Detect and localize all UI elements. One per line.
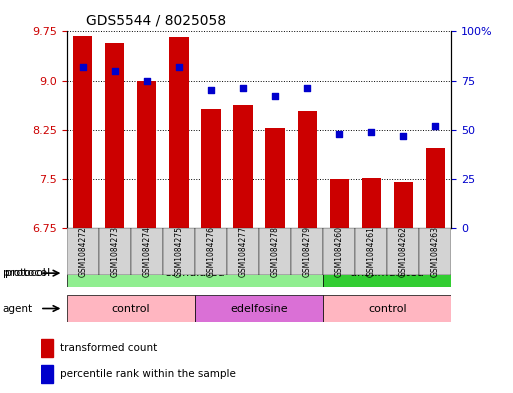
Point <box>367 129 376 135</box>
FancyBboxPatch shape <box>259 228 291 275</box>
FancyBboxPatch shape <box>67 259 323 287</box>
FancyBboxPatch shape <box>67 228 98 275</box>
Text: edelfosine: edelfosine <box>230 303 288 314</box>
Text: GSM1084278: GSM1084278 <box>270 226 280 277</box>
Text: unstimulated: unstimulated <box>350 268 424 278</box>
Text: GSM1084272: GSM1084272 <box>78 226 87 277</box>
FancyBboxPatch shape <box>195 295 323 322</box>
Text: control: control <box>111 303 150 314</box>
Bar <box>393 182 413 228</box>
Text: GSM1084274: GSM1084274 <box>142 226 151 277</box>
Point <box>303 85 311 92</box>
FancyBboxPatch shape <box>163 228 195 275</box>
FancyBboxPatch shape <box>98 228 131 275</box>
Bar <box>73 36 92 228</box>
Point <box>207 87 215 94</box>
Text: GSM1084279: GSM1084279 <box>303 226 312 277</box>
Bar <box>169 37 189 228</box>
Point <box>78 64 87 70</box>
Text: protocol: protocol <box>3 268 45 278</box>
Bar <box>298 111 317 228</box>
FancyBboxPatch shape <box>323 259 451 287</box>
Text: percentile rank within the sample: percentile rank within the sample <box>60 369 235 379</box>
Point <box>111 68 119 74</box>
FancyBboxPatch shape <box>387 228 420 275</box>
Point <box>239 85 247 92</box>
FancyBboxPatch shape <box>323 228 355 275</box>
Text: GSM1084262: GSM1084262 <box>399 226 408 277</box>
FancyBboxPatch shape <box>323 295 451 322</box>
Text: GSM1084273: GSM1084273 <box>110 226 120 277</box>
Point <box>271 93 279 99</box>
Bar <box>41 339 53 357</box>
Bar <box>201 109 221 228</box>
Text: stimulated: stimulated <box>165 268 225 278</box>
Bar <box>329 179 349 228</box>
FancyBboxPatch shape <box>227 228 259 275</box>
Text: GSM1084275: GSM1084275 <box>174 226 184 277</box>
Point <box>399 132 407 139</box>
Point <box>143 77 151 84</box>
Point <box>431 123 440 129</box>
Bar <box>105 42 124 228</box>
Bar <box>426 148 445 228</box>
Text: protocol: protocol <box>5 268 50 278</box>
FancyBboxPatch shape <box>67 295 195 322</box>
Bar <box>362 178 381 228</box>
Bar <box>41 365 53 383</box>
FancyBboxPatch shape <box>195 228 227 275</box>
Point <box>335 130 343 137</box>
Text: GSM1084276: GSM1084276 <box>206 226 215 277</box>
FancyBboxPatch shape <box>131 228 163 275</box>
Bar <box>233 105 252 228</box>
Text: GSM1084263: GSM1084263 <box>431 226 440 277</box>
Bar <box>265 128 285 228</box>
FancyBboxPatch shape <box>420 228 451 275</box>
Text: GSM1084260: GSM1084260 <box>334 226 344 277</box>
Bar <box>137 81 156 228</box>
Text: control: control <box>368 303 407 314</box>
Text: transformed count: transformed count <box>60 343 157 353</box>
FancyBboxPatch shape <box>291 228 323 275</box>
Text: GSM1084277: GSM1084277 <box>239 226 248 277</box>
Text: GSM1084261: GSM1084261 <box>367 226 376 277</box>
FancyBboxPatch shape <box>355 228 387 275</box>
Text: agent: agent <box>3 303 33 314</box>
Point <box>175 64 183 70</box>
Text: GDS5544 / 8025058: GDS5544 / 8025058 <box>86 13 226 28</box>
